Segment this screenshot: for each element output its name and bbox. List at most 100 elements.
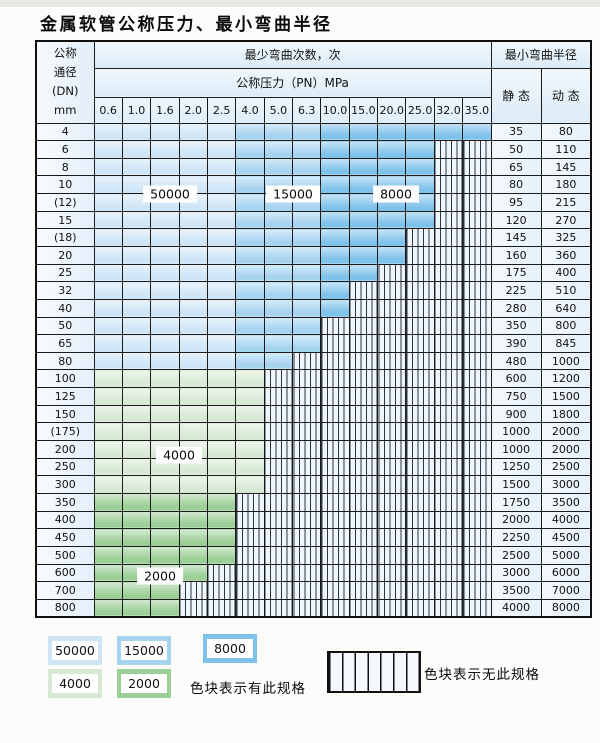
no-spec-cell (292, 563, 322, 583)
no-spec-cell (433, 334, 464, 353)
dn-label: 700 (35, 581, 95, 600)
pressure-col-header: 35.0 (462, 96, 492, 124)
table-row: 800 4000 8000 (35, 598, 592, 618)
table-row: 100 600 1200 (35, 369, 592, 389)
no-spec-cell (462, 545, 492, 565)
dn-header-line: (DN) (52, 84, 79, 99)
dn-label: 4 (35, 122, 95, 142)
dynamic-radius-value: 110 (540, 140, 592, 159)
cycle-cell (235, 457, 265, 477)
dynamic-radius-value: 510 (540, 281, 592, 300)
no-spec-cell (292, 369, 322, 389)
cycle-cell (348, 122, 379, 142)
table-row: 25 175 400 (35, 263, 592, 283)
legend-chip-2000: 2000 (117, 669, 171, 698)
no-spec-cell (377, 457, 407, 477)
no-spec-cell (263, 598, 294, 618)
no-spec-cell (348, 475, 379, 494)
cycle-cell (93, 404, 123, 424)
table-row: 125 750 1500 (35, 387, 592, 406)
no-spec-cell (405, 334, 435, 353)
legend-no-spec-swatch (327, 651, 421, 693)
cycle-cell (178, 157, 208, 177)
cycle-cell (263, 316, 294, 336)
no-spec-cell (263, 404, 294, 424)
cycle-cell (121, 492, 152, 512)
cycles-label-50000: 50000 (143, 185, 197, 203)
cycle-cell (292, 263, 322, 283)
cycle-cell (206, 387, 237, 406)
cycle-cell (178, 492, 208, 512)
no-spec-cell (405, 492, 435, 512)
dynamic-radius-value: 180 (540, 175, 592, 195)
cycle-cell (93, 528, 123, 547)
no-spec-cell (348, 369, 379, 389)
dn-label: (175) (35, 422, 95, 442)
dn-label: 65 (35, 334, 95, 353)
no-spec-cell (320, 440, 350, 459)
no-spec-cell (405, 228, 435, 247)
cycle-cell (320, 228, 350, 247)
cycle-cell (320, 281, 350, 300)
table-row: 8 65 145 (35, 157, 592, 177)
table-row: 450 2250 4500 (35, 528, 592, 547)
cycle-cell (121, 210, 152, 230)
no-spec-cell (433, 228, 464, 247)
table-row: 600 3000 6000 (35, 563, 592, 583)
dynamic-radius-value: 3500 (540, 492, 592, 512)
no-spec-cell (433, 545, 464, 565)
cycle-cell (206, 157, 237, 177)
no-spec-cell (348, 528, 379, 547)
no-spec-cell (377, 387, 407, 406)
no-spec-cell (462, 598, 492, 618)
cycle-cell (235, 210, 265, 230)
no-spec-cell (405, 598, 435, 618)
no-spec-cell (433, 316, 464, 336)
table-row: 4 35 80 (35, 122, 592, 142)
cycle-cell (206, 175, 237, 195)
no-spec-cell (462, 422, 492, 442)
cycle-cell (150, 122, 180, 142)
no-spec-cell (348, 387, 379, 406)
cycle-cell (348, 157, 379, 177)
static-radius-value: 50 (490, 140, 542, 159)
legend-chip-label: 50000 (52, 641, 98, 660)
hose-spec-table: 公称 通径 (DN) mm 最少弯曲次数，次 最小弯曲半径 公称压力（PN）MP… (35, 40, 593, 618)
no-spec-cell (348, 404, 379, 424)
static-radius-value: 145 (490, 228, 542, 247)
dynamic-radius-value: 80 (540, 122, 592, 142)
table-row: (175) 1000 2000 (35, 422, 592, 442)
dynamic-radius-value: 215 (540, 193, 592, 212)
cycle-cell (377, 140, 407, 159)
no-spec-cell (348, 440, 379, 459)
no-spec-cell (433, 210, 464, 230)
no-spec-cell (348, 545, 379, 565)
cycle-cell (93, 334, 123, 353)
table-row: 32 225 510 (35, 281, 592, 300)
cycle-cell (206, 440, 237, 459)
legend-chip-label: 15000 (121, 641, 167, 660)
cycle-cell (121, 387, 152, 406)
cycle-cell (377, 157, 407, 177)
pressure-col-header: 0.6 (93, 96, 123, 124)
cycle-cell (178, 210, 208, 230)
table-row: 400 2000 4000 (35, 510, 592, 530)
dn-label: 150 (35, 404, 95, 424)
cycle-cell (263, 140, 294, 159)
bend-cycles-header: 最少弯曲次数，次 (93, 40, 492, 69)
static-radius-value: 1500 (490, 475, 542, 494)
cycle-cell (178, 263, 208, 283)
no-spec-cell (433, 298, 464, 318)
cycle-cell (348, 263, 379, 283)
dn-label: 450 (35, 528, 95, 547)
dynamic-radius-value: 325 (540, 228, 592, 247)
cycle-cell (150, 387, 180, 406)
cycle-cell (121, 263, 152, 283)
no-spec-cell (320, 545, 350, 565)
no-spec-cell (263, 528, 294, 547)
cycle-cell (206, 298, 237, 318)
static-radius-value: 80 (490, 175, 542, 195)
no-spec-cell (405, 457, 435, 477)
cycle-cell (206, 210, 237, 230)
